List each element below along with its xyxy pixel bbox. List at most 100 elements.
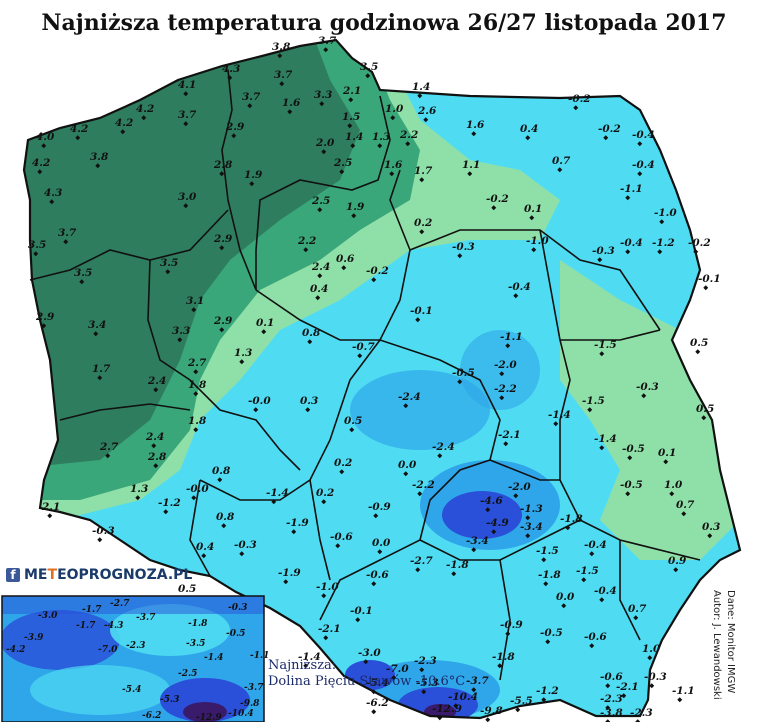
station-marker	[303, 247, 309, 253]
station-marker	[350, 143, 356, 149]
station-temperature: 2.8	[147, 451, 167, 463]
station-temperature: -1.1	[500, 331, 523, 343]
station-marker	[419, 229, 425, 235]
station-marker	[707, 533, 713, 539]
station-temperature: 1.3	[130, 483, 148, 495]
facebook-icon[interactable]: f	[6, 568, 20, 582]
station-temperature: -0.3	[92, 525, 115, 537]
station-temperature: 0.0	[372, 537, 391, 549]
station-marker	[373, 513, 379, 519]
station-marker	[321, 149, 327, 155]
station-temperature: -1.0	[526, 235, 549, 247]
meteoprognoza-logo[interactable]: f METEOPROGNOZA.PL	[6, 567, 192, 583]
station-marker	[543, 581, 549, 587]
station-marker	[529, 215, 535, 221]
station-marker	[247, 103, 253, 109]
station-marker	[120, 129, 126, 135]
station-temperature: 1.1	[462, 159, 480, 171]
station-marker	[371, 709, 377, 715]
station-temperature: -4.6	[480, 495, 503, 507]
station-temperature: 4.2	[32, 157, 50, 169]
station-temperature: 0.3	[702, 521, 720, 533]
station-marker	[471, 547, 477, 553]
station-marker	[403, 471, 409, 477]
station-marker	[505, 631, 511, 637]
station-marker	[355, 617, 361, 623]
station-marker	[513, 293, 519, 299]
station-temperature: 4.1	[178, 79, 196, 91]
station-marker	[63, 239, 69, 245]
station-marker	[419, 177, 425, 183]
station-marker	[97, 537, 103, 543]
station-temperature: -1.2	[158, 497, 181, 509]
station-temperature: 4.2	[115, 117, 133, 129]
station-marker	[703, 285, 709, 291]
station-temperature: 3.5	[28, 239, 46, 251]
station-temperature: -2.7	[410, 555, 433, 567]
station-marker	[283, 579, 289, 585]
station-temperature: -1.4	[266, 487, 289, 499]
station-temperature: 1.6	[466, 119, 485, 131]
station-temperature: 2.7	[187, 357, 207, 369]
station-marker	[357, 353, 363, 359]
station-marker	[193, 427, 199, 433]
station-temperature: 4.3	[44, 187, 62, 199]
station-temperature: -1.1	[672, 685, 695, 697]
inset-station-temperature: -1.4	[204, 653, 223, 663]
station-temperature: -1.2	[536, 685, 559, 697]
station-temperature: 3.7	[318, 35, 337, 47]
station-temperature: 3.5	[74, 267, 92, 279]
station-marker	[497, 663, 503, 669]
station-temperature: 3.7	[178, 109, 197, 121]
station-temperature: -2.4	[398, 391, 421, 403]
station-marker	[491, 205, 497, 211]
station-marker	[135, 495, 141, 501]
station-temperature: -0.4	[632, 129, 655, 141]
station-temperature: 4.0	[36, 131, 55, 143]
station-marker	[279, 81, 285, 87]
author-credit: Autor: J. Lewandowski	[711, 590, 722, 700]
station-marker	[673, 567, 679, 573]
station-temperature: -1.2	[652, 237, 675, 249]
station-marker	[305, 407, 311, 413]
station-marker	[581, 577, 587, 583]
station-temperature: 3.7	[242, 91, 261, 103]
inset-station-temperature: -4.2	[6, 645, 25, 655]
station-marker	[415, 567, 421, 573]
station-marker	[261, 329, 267, 335]
station-marker	[377, 549, 383, 555]
station-temperature: -1.5	[536, 545, 559, 557]
station-marker	[637, 141, 643, 147]
station-temperature: 1.3	[372, 131, 390, 143]
station-temperature: -0.5	[452, 367, 475, 379]
station-marker	[219, 171, 225, 177]
station-marker	[437, 715, 443, 721]
station-marker	[363, 659, 369, 665]
station-temperature: 2.9	[225, 121, 245, 133]
station-marker	[323, 635, 329, 641]
station-marker	[647, 655, 653, 661]
station-marker	[589, 643, 595, 649]
inset-station-temperature: -3.7	[136, 613, 156, 623]
station-marker	[525, 533, 531, 539]
station-marker	[335, 543, 341, 549]
station-marker	[557, 167, 563, 173]
station-marker	[437, 453, 443, 459]
station-marker	[641, 393, 647, 399]
station-temperature: 1.9	[244, 169, 263, 181]
station-temperature: -0.1	[350, 605, 373, 617]
inset-station-temperature: -5.4	[122, 685, 141, 695]
station-temperature: -4.9	[486, 517, 509, 529]
station-temperature: 0.5	[690, 337, 708, 349]
station-temperature: -0.7	[352, 341, 375, 353]
station-temperature: 3.3	[314, 89, 332, 101]
station-temperature: 3.8	[272, 41, 291, 53]
inset-station-temperature: -3.5	[186, 639, 205, 649]
station-temperature: 1.4	[412, 81, 430, 93]
station-temperature: -0.2	[366, 265, 389, 277]
station-temperature: 1.7	[92, 363, 111, 375]
station-temperature: -1.8	[446, 559, 469, 571]
station-temperature: -3.4	[466, 535, 489, 547]
inset-station-temperature: -9.8	[240, 699, 260, 709]
station-temperature: -3.4	[520, 521, 543, 533]
